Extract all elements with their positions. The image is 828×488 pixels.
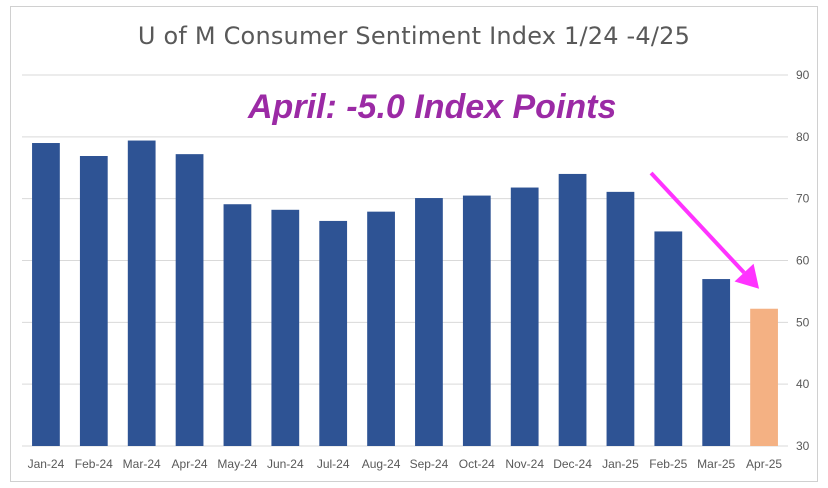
x-tick-label: Nov-24	[505, 457, 544, 471]
bar-jul-24	[319, 220, 348, 446]
bar-nov-24	[510, 187, 539, 446]
x-tick-label: Feb-24	[75, 457, 113, 471]
bar-apr-24	[175, 154, 204, 446]
bar-apr-25	[750, 308, 778, 446]
bar-jun-24	[271, 209, 300, 446]
y-tick-label: 40	[796, 377, 810, 391]
chart-annotation: April: -5.0 Index Points	[248, 88, 617, 126]
bar-jan-24	[32, 143, 60, 446]
arrow-shaft	[649, 171, 746, 275]
x-tick-label: Sep-24	[410, 457, 449, 471]
x-tick-label: Mar-24	[123, 457, 161, 471]
bar-jan-25	[606, 191, 635, 446]
x-tick-label: Aug-24	[362, 457, 401, 471]
x-tick-label: Jan-25	[602, 457, 639, 471]
bar-feb-24	[79, 156, 108, 447]
bar-dec-24	[558, 173, 587, 446]
y-tick-label: 70	[796, 192, 810, 206]
bars	[32, 140, 778, 447]
x-tick-label: Feb-25	[649, 457, 687, 471]
y-tick-label: 90	[796, 68, 810, 82]
chart-title: U of M Consumer Sentiment Index 1/24 -4/…	[137, 22, 691, 50]
x-tick-label: Apr-24	[172, 457, 208, 471]
x-tick-label: Apr-25	[746, 457, 782, 471]
bar-mar-25	[702, 279, 731, 446]
bar-feb-25	[654, 231, 683, 446]
x-tick-label: Jan-24	[28, 457, 65, 471]
x-tick-label: Jul-24	[317, 457, 350, 471]
y-tick-label: 50	[796, 315, 810, 329]
bar-aug-24	[367, 211, 395, 446]
bar-sep-24	[415, 198, 443, 446]
bar-mar-24	[127, 140, 156, 446]
bar-oct-24	[462, 195, 491, 446]
y-tick-label: 60	[796, 254, 810, 268]
y-tick-label: 30	[796, 439, 810, 453]
trend-arrow	[649, 171, 760, 289]
x-tick-label: Jun-24	[267, 457, 304, 471]
arrow-head	[734, 263, 760, 289]
bar-may-24	[223, 204, 252, 446]
x-tick-label: Oct-24	[459, 457, 495, 471]
x-tick-label: Dec-24	[553, 457, 592, 471]
x-tick-labels: Jan-24 Feb-24 Mar-24 Apr-24 May-24 Jun-24 Jul-…	[28, 457, 783, 471]
y-tick-label: 80	[796, 130, 810, 144]
y-tick-labels: 30 40 50 60 70 80 90	[796, 68, 810, 453]
x-tick-label: May-24	[217, 457, 257, 471]
x-tick-label: Mar-25	[697, 457, 735, 471]
